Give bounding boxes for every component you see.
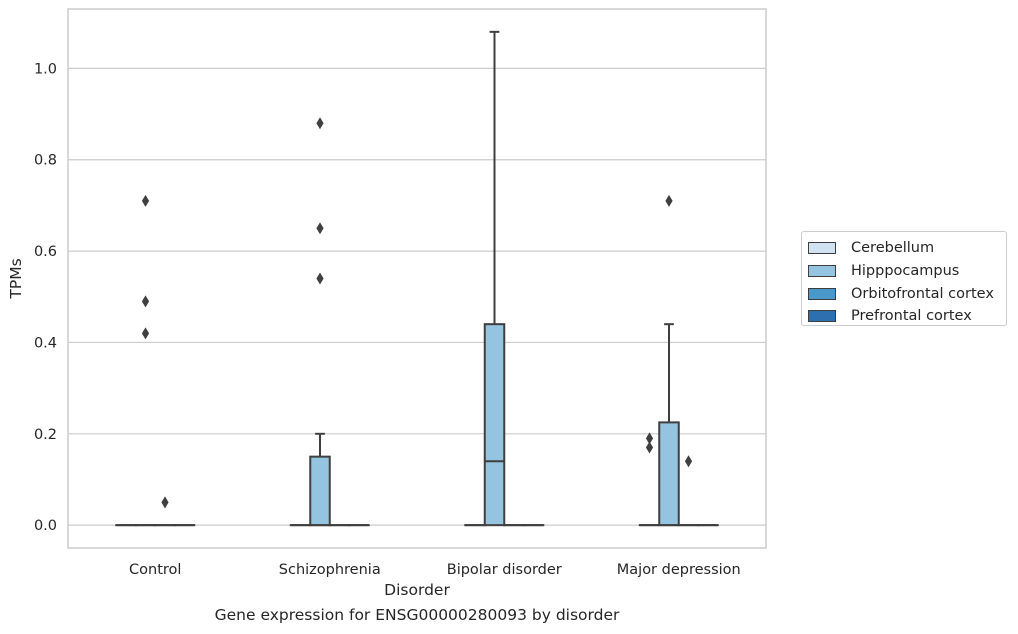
legend-swatch	[808, 265, 836, 278]
outlier-point	[316, 222, 324, 235]
outlier-point	[645, 441, 654, 454]
plot-frame	[67, 8, 767, 549]
legend-label: Prefrontal cortex	[851, 308, 972, 325]
outlier-point	[161, 496, 169, 509]
figure-caption: Gene expression for ENSG00000280093 by d…	[214, 606, 620, 624]
x-tick-label: Major depression	[617, 562, 741, 578]
box-body	[309, 455, 331, 527]
y-tick-label: 0.8	[34, 153, 57, 169]
y-tick-label: 0.0	[34, 518, 57, 534]
legend-label: Orbitofrontal cortex	[851, 285, 994, 302]
y-axis-title: TPMs	[7, 258, 25, 299]
x-tick-label: Bipolar disorder	[447, 562, 562, 578]
legend-label: Hipppocampus	[851, 263, 960, 280]
x-tick-label: Control	[129, 562, 181, 578]
outlier-point	[141, 327, 150, 340]
legend-swatch	[808, 310, 836, 323]
x-axis-title: Disorder	[384, 581, 450, 599]
box-0-3	[638, 432, 661, 527]
y-tick-label: 0.6	[34, 244, 57, 260]
legend-item-cerebellum: Cerebellum	[808, 237, 1000, 260]
legend-swatch	[808, 287, 836, 300]
y-tick-label: 1.0	[34, 61, 57, 77]
box-1-1	[309, 117, 331, 527]
box-body	[483, 323, 506, 527]
outlier-point	[141, 194, 150, 207]
box-body	[658, 421, 680, 527]
outlier-point	[316, 272, 324, 285]
box-1-3	[658, 194, 680, 527]
legend-label: Cerebellum	[851, 240, 935, 257]
box-1-2	[483, 30, 506, 527]
box-1-0	[134, 194, 157, 527]
legend-item-hippocampus: Hipppocampus	[808, 260, 1000, 283]
x-tick-label: Schizophrenia	[279, 562, 381, 578]
y-tick-label: 0.4	[34, 335, 57, 351]
outlier-point	[684, 455, 693, 468]
y-tick-label: 0.2	[34, 427, 57, 443]
legend-swatch	[808, 242, 836, 255]
outlier-point	[141, 295, 150, 308]
legend-item-prefrontal-cortex: Prefrontal cortex	[808, 305, 1000, 328]
outlier-point	[645, 432, 654, 445]
outlier-point	[316, 117, 324, 130]
legend: Cerebellum Hipppocampus Orbitofrontal co…	[801, 231, 1007, 326]
plot-area	[68, 9, 766, 548]
legend-item-orbitofrontal-cortex: Orbitofrontal cortex	[808, 282, 1000, 305]
outlier-point	[665, 194, 673, 207]
